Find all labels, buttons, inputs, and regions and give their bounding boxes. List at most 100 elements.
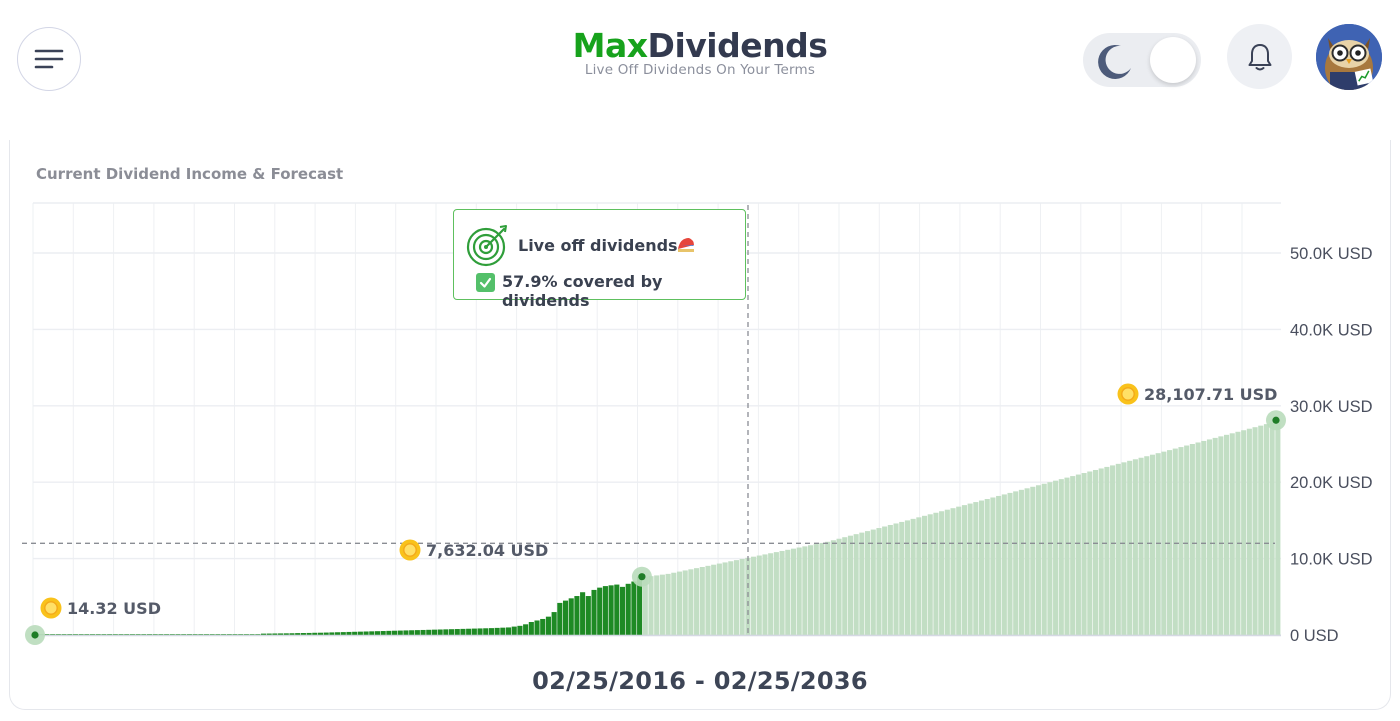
forecast-dividend-bar bbox=[1007, 492, 1013, 635]
forecast-dividend-bar bbox=[978, 500, 985, 635]
actual-dividend-bar bbox=[397, 630, 403, 635]
coin-icon-inner bbox=[403, 543, 417, 557]
actual-dividend-bar bbox=[203, 634, 210, 635]
actual-dividend-bar bbox=[255, 634, 261, 635]
actual-dividend-bar bbox=[369, 631, 375, 635]
forecast-dividend-bar bbox=[1144, 456, 1150, 635]
actual-dividend-bar bbox=[152, 634, 158, 635]
actual-dividend-bar bbox=[488, 628, 494, 635]
forecast-dividend-bar bbox=[751, 556, 757, 635]
actual-dividend-bar bbox=[545, 616, 551, 635]
data-point bbox=[1272, 416, 1280, 424]
actual-dividend-bar bbox=[517, 625, 523, 635]
brand-logo[interactable]: MaxDividends Live Off Dividends On Your … bbox=[0, 26, 1400, 78]
actual-dividend-bar bbox=[346, 631, 352, 635]
actual-dividend-bar bbox=[260, 633, 267, 635]
forecast-dividend-bar bbox=[933, 512, 939, 635]
hamburger-menu-icon bbox=[34, 49, 64, 69]
toggle-knob[interactable] bbox=[1150, 37, 1196, 83]
forecast-dividend-bar bbox=[1201, 440, 1207, 635]
actual-dividend-bar bbox=[426, 629, 432, 635]
forecast-dividend-bar bbox=[671, 572, 677, 635]
actual-dividend-bar bbox=[198, 634, 204, 635]
menu-button[interactable] bbox=[17, 27, 81, 91]
actual-dividend-bar bbox=[409, 630, 415, 635]
forecast-dividend-bar bbox=[796, 547, 802, 635]
actual-dividend-bar bbox=[164, 634, 170, 635]
forecast-dividend-bar bbox=[716, 563, 722, 635]
forecast-dividend-bar bbox=[1229, 433, 1235, 635]
forecast-dividend-bar bbox=[819, 542, 825, 635]
forecast-dividend-bar bbox=[865, 531, 871, 635]
actual-dividend-bar bbox=[631, 581, 637, 635]
data-point bbox=[31, 631, 39, 639]
user-avatar[interactable] bbox=[1316, 24, 1382, 90]
check-icon bbox=[476, 273, 495, 292]
forecast-dividend-bar bbox=[1178, 447, 1184, 635]
actual-dividend-bar bbox=[129, 634, 135, 635]
forecast-dividend-bar bbox=[779, 550, 785, 635]
tooltip-title: Live off dividends bbox=[518, 236, 678, 255]
actual-dividend-bar bbox=[374, 631, 381, 635]
data-point bbox=[638, 573, 646, 581]
actual-dividend-bar bbox=[602, 586, 608, 635]
actual-dividend-bar bbox=[392, 630, 398, 635]
actual-dividend-bar bbox=[591, 589, 597, 635]
actual-dividend-bar bbox=[50, 634, 56, 635]
actual-dividend-bar bbox=[312, 632, 318, 635]
actual-dividend-bar bbox=[340, 632, 346, 635]
actual-dividend-bar bbox=[238, 634, 244, 635]
brand-name-max: Max bbox=[572, 26, 648, 65]
notifications-button[interactable] bbox=[1227, 24, 1292, 89]
actual-dividend-bar bbox=[323, 632, 329, 635]
forecast-dividend-bar bbox=[739, 558, 745, 635]
forecast-dividend-bar bbox=[939, 511, 945, 635]
actual-dividend-bar bbox=[306, 632, 312, 635]
brand-name-dividends: Dividends bbox=[647, 26, 828, 65]
actual-dividend-bar bbox=[608, 585, 614, 635]
forecast-dividend-bar bbox=[773, 552, 779, 635]
actual-dividend-bar bbox=[420, 629, 426, 635]
forecast-dividend-bar bbox=[1035, 485, 1042, 635]
actual-dividend-bar bbox=[585, 596, 591, 635]
actual-dividend-bar bbox=[505, 627, 512, 635]
forecast-dividend-bar bbox=[836, 538, 842, 635]
forecast-dividend-bar bbox=[876, 528, 882, 635]
forecast-dividend-bar bbox=[956, 506, 962, 635]
forecast-dividend-bar bbox=[642, 576, 648, 635]
actual-dividend-bar bbox=[112, 634, 118, 635]
actual-dividend-bar bbox=[186, 634, 192, 635]
theme-toggle[interactable] bbox=[1083, 33, 1201, 87]
forecast-dividend-bar bbox=[910, 518, 916, 635]
actual-dividend-bar bbox=[67, 634, 73, 635]
forecast-dividend-bar bbox=[1212, 437, 1218, 635]
forecast-dividend-bar bbox=[659, 574, 665, 635]
actual-dividend-bar bbox=[266, 633, 272, 635]
forecast-dividend-bar bbox=[1001, 494, 1007, 635]
actual-dividend-bar bbox=[431, 629, 437, 635]
forecast-dividend-bar bbox=[961, 505, 967, 635]
forecast-dividend-bar bbox=[967, 503, 973, 635]
forecast-dividend-bar bbox=[1246, 428, 1252, 635]
actual-dividend-bar bbox=[562, 600, 569, 635]
actual-dividend-bar bbox=[580, 592, 586, 635]
value-label: 14.32 USD bbox=[67, 599, 161, 618]
actual-dividend-bar bbox=[84, 634, 90, 635]
forecast-dividend-bar bbox=[1138, 457, 1144, 635]
y-tick-label: 10.0K USD bbox=[1290, 551, 1373, 569]
forecast-dividend-bar bbox=[1081, 473, 1087, 635]
forecast-dividend-bar bbox=[984, 499, 990, 635]
forecast-dividend-bar bbox=[859, 532, 865, 635]
actual-dividend-bar bbox=[181, 634, 187, 635]
actual-dividend-bar bbox=[483, 628, 489, 635]
forecast-dividend-bar bbox=[916, 517, 922, 635]
forecast-dividend-bar bbox=[1235, 431, 1241, 635]
actual-dividend-bar bbox=[454, 629, 460, 635]
actual-dividend-bar bbox=[215, 634, 221, 635]
coin-icon-inner bbox=[44, 601, 58, 615]
forecast-dividend-bar bbox=[768, 553, 774, 635]
forecast-dividend-bar bbox=[950, 508, 956, 635]
actual-dividend-bar bbox=[55, 634, 61, 635]
actual-dividend-bar bbox=[72, 634, 78, 635]
